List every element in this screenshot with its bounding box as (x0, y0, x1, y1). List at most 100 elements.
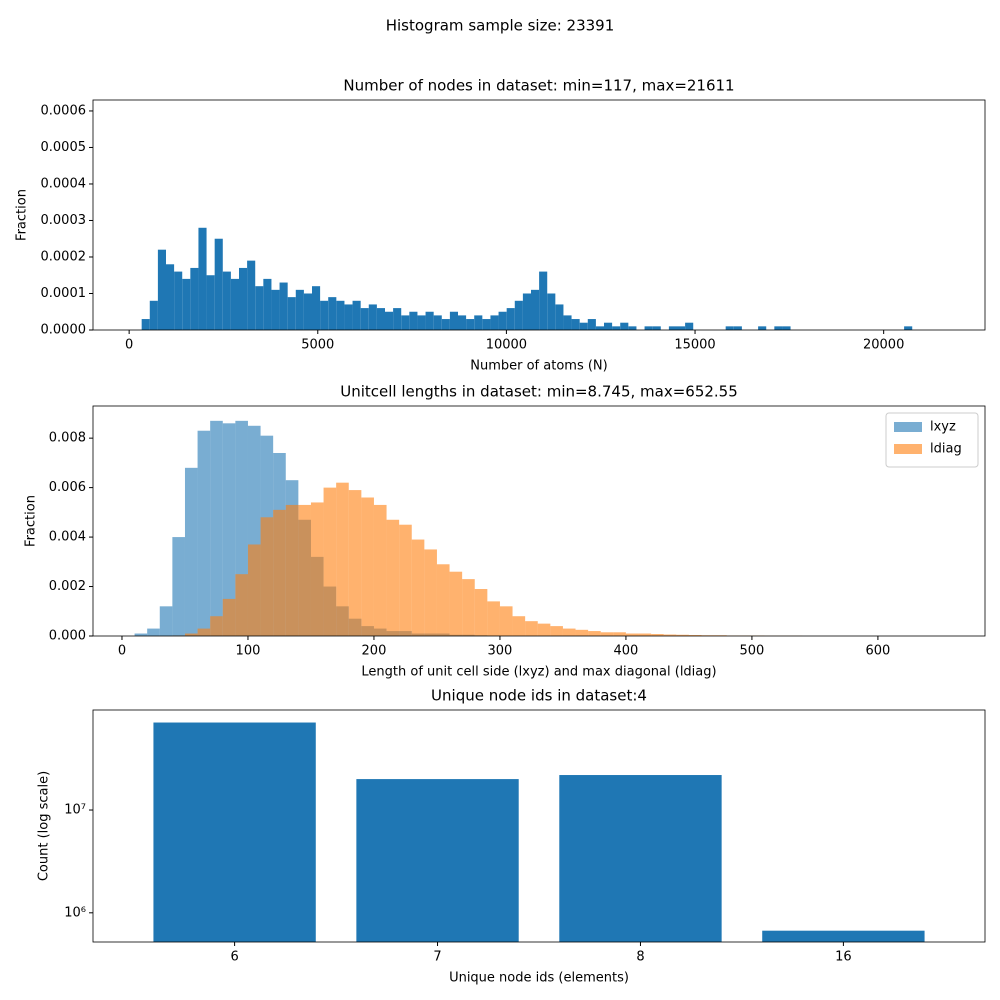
histogram-bar (725, 326, 734, 330)
histogram-bar (651, 634, 664, 636)
bar (762, 930, 925, 942)
histogram-bar (411, 539, 425, 636)
y-tick-label: 0.0004 (41, 176, 87, 191)
histogram-bar (255, 286, 264, 330)
histogram-bar (522, 293, 532, 330)
histogram-bar (239, 267, 248, 330)
histogram-bar (401, 315, 410, 330)
histogram-bar (222, 598, 236, 636)
histogram-bar (652, 326, 661, 330)
histogram-bar (600, 632, 614, 636)
histogram-bar (360, 308, 369, 330)
histogram-bar (210, 616, 223, 636)
legend-swatch (894, 444, 922, 454)
histogram-bar (644, 326, 653, 330)
histogram-bar (677, 326, 686, 330)
histogram-bar (441, 319, 450, 330)
histogram-bar (361, 497, 374, 636)
histogram-bar (172, 537, 185, 636)
histogram-bar (782, 326, 791, 330)
legend-label: ldiag (930, 442, 962, 457)
bar (559, 775, 722, 942)
histogram-bar (604, 322, 613, 330)
x-tick-label: 500 (740, 644, 765, 659)
histogram-bar (348, 490, 362, 636)
x-tick-label: 7 (433, 950, 441, 965)
histogram-bar (620, 322, 629, 330)
histogram-bar (197, 628, 211, 636)
y-tick-label: 0.002 (49, 579, 86, 594)
y-tick-label: 0.0005 (41, 140, 87, 155)
histogram-bar (571, 319, 580, 330)
histogram-bar (628, 326, 637, 330)
histogram-bar (174, 271, 183, 330)
y-tick-label: 10⁶ (64, 905, 86, 920)
histogram-bar (159, 606, 173, 636)
histogram-bar (166, 264, 175, 330)
x-tick-label: 400 (614, 644, 639, 659)
histogram-bar (474, 589, 488, 636)
histogram-bar (904, 326, 913, 330)
histogram-bar (263, 278, 272, 330)
histogram-bar (376, 308, 386, 330)
y-tick-label: 0.0000 (41, 323, 87, 338)
histogram-bar (352, 300, 361, 330)
histogram-bar (147, 628, 160, 636)
histogram-bar (490, 315, 499, 330)
histogram-bar (197, 430, 211, 636)
histogram-bar (182, 278, 191, 330)
histogram-bar (310, 502, 324, 636)
histogram-bar (563, 315, 572, 330)
histogram-bar (134, 633, 148, 636)
x-axis-label: Length of unit cell side (lxyz) and max … (361, 665, 716, 680)
histogram-bar (279, 282, 288, 330)
histogram-bar (587, 319, 596, 330)
y-tick-label: 0.0003 (41, 213, 87, 228)
histogram-bar (625, 633, 639, 636)
histogram-bar (295, 289, 304, 330)
x-tick-label: 6 (230, 950, 238, 965)
histogram-bar (613, 632, 626, 636)
legend-swatch (894, 422, 922, 432)
histogram-bar (537, 623, 551, 636)
axes-frame (92, 709, 986, 943)
histogram-bar (273, 509, 286, 636)
x-tick-label: 300 (488, 644, 513, 659)
histogram-bar (685, 322, 694, 330)
histogram-bar (368, 304, 377, 330)
histogram-bar (157, 249, 167, 330)
histogram-bar (323, 487, 337, 636)
histogram-bar (482, 319, 491, 330)
y-axis-label: Fraction (15, 189, 30, 241)
histogram-bar (285, 504, 299, 636)
histogram-bar (579, 322, 588, 330)
histogram-bar (303, 293, 313, 330)
histogram-bar (512, 616, 526, 636)
histogram-bar (260, 517, 274, 636)
histogram-bar (758, 326, 767, 330)
subplot: Unique node ids in dataset:4 Unique node … (37, 687, 986, 986)
y-tick-label: 0.004 (49, 530, 86, 545)
histogram-bar (320, 300, 329, 330)
histogram-bar (562, 628, 576, 636)
histogram-bar (506, 308, 515, 330)
histogram-bar (247, 544, 261, 636)
histogram-bar (547, 293, 556, 330)
histogram-bar (184, 633, 198, 636)
subplot: Number of nodes in dataset: min=117, max… (15, 77, 986, 374)
histogram-bar (612, 326, 621, 330)
axes-frame (92, 99, 986, 331)
axes-frame (92, 405, 986, 637)
histogram-bar (499, 606, 513, 636)
legend: lxyz ldiag (885, 412, 979, 468)
histogram-bar (336, 300, 345, 330)
y-tick-label: 0.000 (49, 629, 86, 644)
x-tick-label: 100 (236, 644, 261, 659)
histogram-bar (449, 571, 463, 636)
legend-label: lxyz (930, 420, 956, 435)
histogram-bar (638, 633, 652, 636)
histogram-bar (417, 315, 426, 330)
histogram-bar (184, 467, 198, 636)
histogram-bar (733, 326, 742, 330)
